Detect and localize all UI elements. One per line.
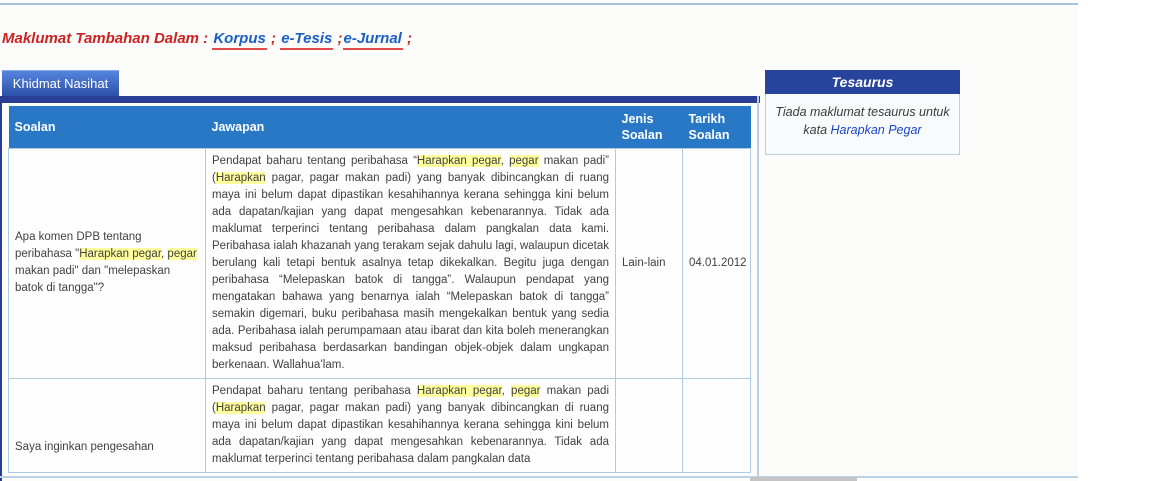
tesaurus-title: Tesaurus (765, 70, 960, 94)
tesaurus-message: Tiada maklumat tesaurus untuk kata Harap… (765, 94, 960, 155)
jawapan-cell: Pendapat baharu tentang peribahasa Harap… (205, 377, 616, 473)
link-e-jurnal[interactable]: e-Jurnal (342, 30, 403, 50)
col-header-soalan: Soalan (8, 106, 206, 148)
separator: ; (333, 30, 343, 47)
left-border-line (0, 96, 2, 481)
page-title: Maklumat Tambahan Dalam : (2, 30, 209, 47)
tab-khidmat-nasihat[interactable]: Khidmat Nasihat (2, 70, 119, 96)
tarikh-soalan-cell: 04.01.2012 (682, 147, 751, 379)
separator: ; (266, 30, 281, 47)
tesaurus-panel: Tesaurus Tiada maklumat tesaurus untuk k… (765, 70, 960, 155)
tarikh-soalan-cell (682, 377, 751, 473)
column-divider (757, 96, 759, 481)
table-header-row: Soalan Jawapan Jenis Soalan Tarikh Soala… (8, 106, 751, 148)
separator: ; (402, 30, 413, 47)
jenis-soalan-cell (615, 377, 683, 473)
link-e-tesis[interactable]: e-Tesis (280, 30, 334, 50)
table-row: Apa komen DPB tentang peribahasa "Harapk… (8, 147, 751, 379)
soalan-cell: Apa komen DPB tentang peribahasa "Harapk… (8, 147, 206, 379)
soalan-cell: Saya inginkan pengesahan (8, 377, 206, 473)
qa-table: Soalan Jawapan Jenis Soalan Tarikh Soala… (8, 106, 751, 473)
col-header-jawapan: Jawapan (205, 106, 616, 148)
link-korpus[interactable]: Korpus (212, 30, 267, 50)
tesaurus-keyword-link[interactable]: Harapkan Pegar (830, 123, 922, 137)
top-divider (0, 3, 1078, 5)
breadcrumb: Maklumat Tambahan Dalam : Korpus ; e-Tes… (2, 30, 413, 50)
bottom-divider (0, 476, 1078, 478)
col-header-tarikh-soalan: Tarikh Soalan (682, 106, 751, 148)
tesaurus-message-text: Tiada maklumat tesaurus untuk kata (775, 105, 950, 137)
jawapan-cell: Pendapat baharu tentang peribahasa “Hara… (205, 147, 616, 379)
col-header-jenis-soalan: Jenis Soalan (615, 106, 683, 148)
tab-underline-bar (0, 96, 760, 103)
horizontal-scrollbar-thumb[interactable] (750, 477, 857, 481)
table-row: Saya inginkan pengesahan Pendapat baharu… (8, 377, 751, 473)
jenis-soalan-cell: Lain-lain (615, 147, 683, 379)
